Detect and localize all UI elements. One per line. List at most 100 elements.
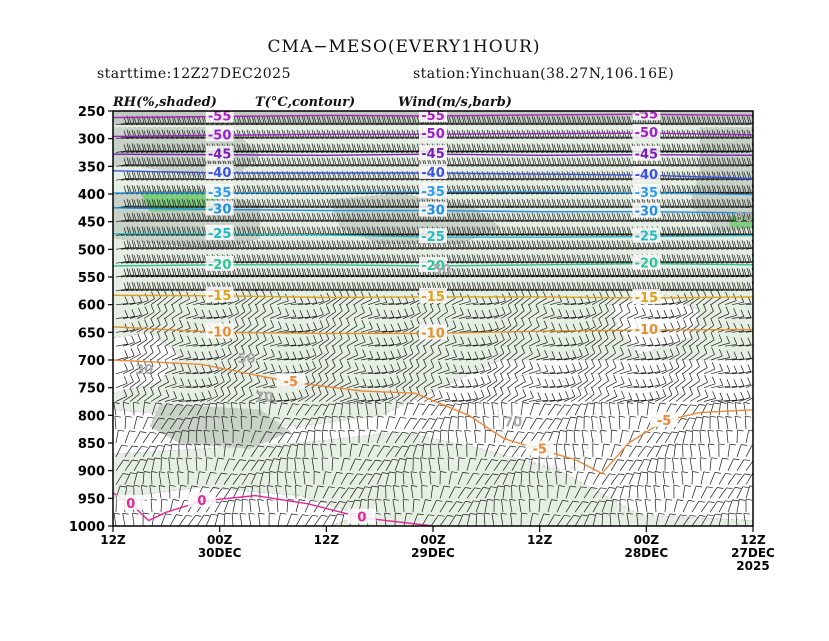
contour-label: -45	[421, 147, 445, 162]
rh-label: 70	[504, 415, 522, 430]
station-label: station:Yinchuan(38.27N,106.16E)	[413, 66, 674, 82]
y-tick-label: 550	[78, 271, 105, 286]
contour-label-bg	[632, 227, 661, 243]
wind-barb-row	[115, 289, 753, 306]
contour-label: -55	[635, 107, 659, 122]
y-tick-label: 300	[78, 133, 105, 148]
contour-label-bg	[187, 492, 216, 508]
contour-label: -15	[421, 290, 445, 305]
x-tick-label: 00Z	[207, 533, 233, 547]
temperature-contour-layer: -55 -55 -55-50 -50 -50-45 -45 -45-40 -40 -40-35-…	[113, 107, 753, 526]
contour-label-bg	[205, 323, 234, 339]
wind-barb-row	[115, 457, 753, 471]
contour-label-bg	[632, 111, 661, 121]
y-tick-label: 600	[78, 299, 105, 314]
x-tick-label: 00Z	[634, 533, 660, 547]
wind-barb-row	[115, 429, 753, 444]
contour-label-bg	[632, 321, 661, 337]
y-tick-label: 350	[78, 160, 105, 175]
contour-label-bg	[419, 256, 447, 272]
contour-label: 0	[357, 511, 366, 526]
contour-label: -20	[421, 259, 445, 274]
contour-label: -40	[635, 168, 659, 183]
contour-label-bg	[205, 183, 234, 199]
x-tick-label: 12Z	[100, 533, 126, 547]
rh-region	[494, 370, 601, 472]
contour-label: -15	[635, 291, 659, 306]
contour-label: -55	[421, 109, 445, 124]
contour-label-bg	[205, 200, 234, 216]
y-tick-label: 500	[78, 243, 105, 258]
contour-label-bg	[419, 145, 447, 161]
contour-label: -45	[635, 148, 659, 163]
contour-label: -15	[208, 289, 232, 304]
contour-label: -5	[284, 375, 298, 390]
y-tick-label: 650	[78, 326, 105, 341]
rh-label: 50	[433, 263, 451, 278]
contour-label: -30	[208, 202, 232, 217]
rh-region	[113, 331, 181, 394]
chart-title: CMA−MESO(EVERY1HOUR)	[268, 37, 541, 57]
contour-label-bg	[525, 440, 554, 456]
wind-barb-row	[115, 471, 753, 485]
x-tick-label: 00Z	[420, 533, 446, 547]
wind-barb-row	[115, 198, 753, 209]
x-tick-label: 27DEC	[731, 546, 775, 560]
contour-label-bg	[632, 145, 661, 161]
rh-region	[329, 193, 501, 245]
rh-label: 50	[237, 352, 255, 367]
contour-label: 0	[126, 497, 135, 512]
contour-label: -25	[635, 230, 659, 245]
x-tick-label: 12Z	[527, 533, 553, 547]
legend-wind: Wind(m/s,barb)	[398, 95, 512, 110]
contour-label: -50	[635, 126, 659, 141]
wind-barb-row	[115, 115, 753, 126]
contour-label: -40	[208, 166, 232, 181]
contour-label: -25	[421, 230, 445, 245]
wind-barb-row	[115, 240, 753, 250]
contour-label-bg	[650, 411, 679, 427]
contour-label: -10	[421, 326, 445, 341]
contour-label: -40	[421, 166, 445, 181]
wind-barb-row	[115, 157, 753, 167]
y-axis: 250 300 350 400 450 500 550 600 650 700 750 800 850 9…	[69, 105, 113, 535]
legend-temp: T(°C,contour)	[255, 95, 355, 110]
x-tick-label: 28DEC	[624, 546, 668, 560]
rh-label: 30	[135, 363, 153, 378]
rh-label: 30	[735, 211, 753, 226]
y-tick-label: 900	[78, 465, 105, 480]
y-tick-label: 1000	[69, 520, 105, 535]
x-tick-label: 29DEC	[411, 546, 455, 560]
contour-label-bg	[276, 373, 305, 389]
y-tick-label: 250	[78, 105, 105, 120]
legend-rh: RH(%,shaded)	[112, 95, 217, 110]
wind-barb-row	[115, 254, 753, 264]
contour-label-bg	[205, 111, 234, 123]
wind-barb-row	[113, 401, 750, 416]
rh-label: 70	[255, 391, 273, 406]
contour-label: -35	[208, 186, 232, 201]
contour-label-bg	[419, 201, 447, 217]
wind-barb-row	[115, 386, 753, 402]
contour-label-bg	[347, 508, 376, 524]
wind-barb-row	[115, 267, 753, 278]
contour-label: -50	[421, 127, 445, 142]
contour-label: -35	[635, 186, 659, 201]
y-tick-label: 400	[78, 188, 105, 203]
contour-label-bg	[632, 124, 661, 140]
y-tick-label: 450	[78, 216, 105, 231]
contour-label-bg	[205, 224, 234, 240]
y-tick-label: 700	[78, 354, 105, 369]
wind-barb-row	[115, 331, 753, 347]
contour-label: -45	[208, 148, 232, 163]
wind-barb-row	[114, 415, 752, 430]
x-tick-label: 12Z	[740, 533, 766, 547]
contour-label-bg	[632, 166, 661, 182]
contour-label-bg	[632, 289, 661, 305]
wind-barb-row	[113, 512, 750, 526]
plot-area: -55 -55 -55-50 -50 -50-45 -45 -45-40 -40 -40-35-…	[112, 107, 754, 527]
contour-label-bg	[419, 228, 447, 244]
y-tick-label: 950	[78, 492, 105, 507]
